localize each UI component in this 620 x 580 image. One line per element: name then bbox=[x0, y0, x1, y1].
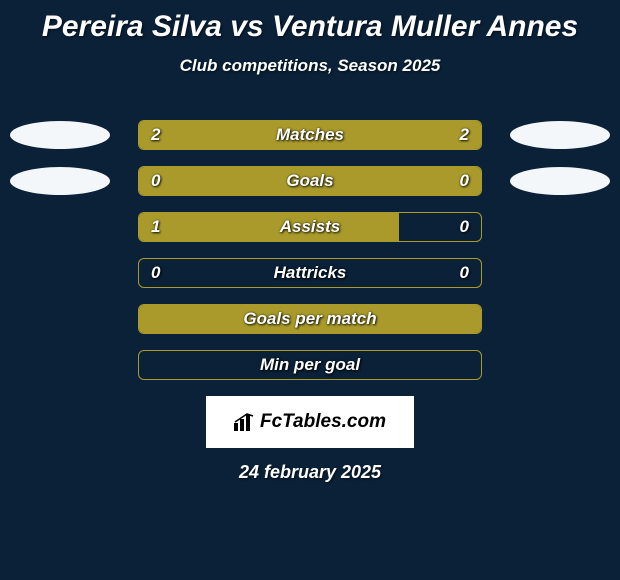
value-left: 2 bbox=[151, 125, 160, 145]
value-right: 0 bbox=[460, 263, 469, 283]
date-text: 24 february 2025 bbox=[0, 462, 620, 483]
stat-row: Min per goal bbox=[0, 342, 620, 388]
value-right: 2 bbox=[460, 125, 469, 145]
value-left: 0 bbox=[151, 171, 160, 191]
bar-track: 10Assists bbox=[138, 212, 482, 242]
value-right: 0 bbox=[460, 171, 469, 191]
stat-row: 0 0Hattricks bbox=[0, 250, 620, 296]
logo-box: FcTables.com bbox=[206, 396, 414, 448]
stat-row: 00Goals bbox=[0, 158, 620, 204]
value-left: 1 bbox=[151, 217, 160, 237]
stat-row: Goals per match bbox=[0, 296, 620, 342]
bar-left bbox=[139, 167, 310, 195]
avatar-left bbox=[10, 121, 110, 149]
bar-left bbox=[139, 305, 481, 333]
bar-track: Min per goal bbox=[138, 350, 482, 380]
value-left: 0 bbox=[151, 263, 160, 283]
bar-left bbox=[139, 121, 310, 149]
bar-label: Hattricks bbox=[139, 263, 481, 283]
stat-row: 10Assists bbox=[0, 204, 620, 250]
bar-right bbox=[310, 121, 481, 149]
value-right: 0 bbox=[460, 217, 469, 237]
subtitle: Club competitions, Season 2025 bbox=[0, 56, 620, 76]
bar-track: 00Goals bbox=[138, 166, 482, 196]
chart-icon bbox=[234, 413, 256, 431]
bar-track: Goals per match bbox=[138, 304, 482, 334]
bar-track: 22Matches bbox=[138, 120, 482, 150]
logo-text: FcTables.com bbox=[260, 411, 386, 433]
avatar-left bbox=[10, 167, 110, 195]
logo: FcTables.com bbox=[234, 411, 386, 433]
stat-row: 22Matches bbox=[0, 112, 620, 158]
avatar-right bbox=[510, 121, 610, 149]
bar-left bbox=[139, 213, 399, 241]
bar-right bbox=[310, 167, 481, 195]
stat-rows: 22Matches00Goals10Assists00HattricksGoal… bbox=[0, 112, 620, 388]
bar-track: 0 0Hattricks bbox=[138, 258, 482, 288]
avatar-right bbox=[510, 167, 610, 195]
bar-label: Min per goal bbox=[139, 355, 481, 375]
page-title: Pereira Silva vs Ventura Muller Annes bbox=[0, 0, 620, 44]
